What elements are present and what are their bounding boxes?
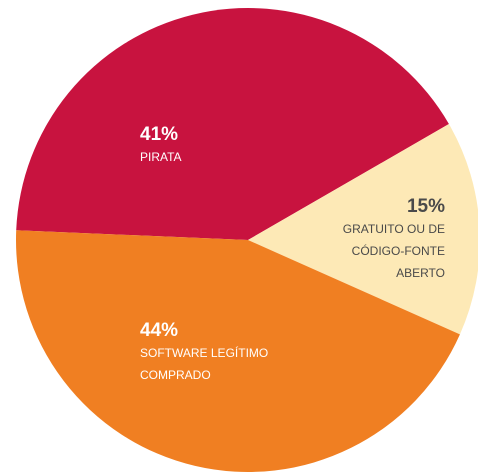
category-label: GRATUITO OU DE CÓDIGO-FONTE ABERTO xyxy=(342,222,445,280)
category-label: PIRATA xyxy=(140,150,182,164)
percent-label: 44% xyxy=(140,320,179,341)
percent-label: 15% xyxy=(406,196,445,217)
category-label: SOFTWARE LEGÍTIMO COMPRADO xyxy=(140,346,269,382)
pie-slice xyxy=(16,230,460,472)
slice-label: 44% SOFTWARE LEGÍTIMO COMPRADO xyxy=(140,320,285,386)
pie-slice xyxy=(248,124,478,335)
slice-label: 15% GRATUITO OU DE CÓDIGO-FONTE ABERTO xyxy=(300,196,445,284)
slice-label: 41% PIRATA xyxy=(140,124,290,168)
percent-label: 41% xyxy=(140,124,179,145)
pie-slice xyxy=(16,7,449,240)
